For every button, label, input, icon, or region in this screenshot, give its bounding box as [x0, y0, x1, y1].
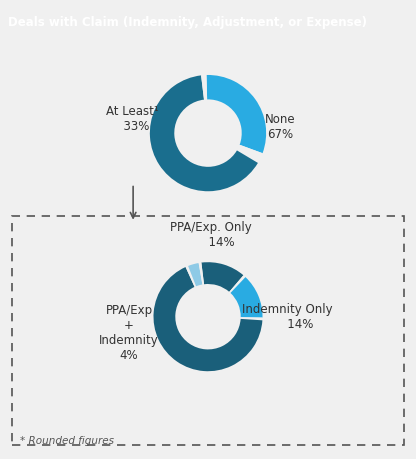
Text: None
67%: None 67% [265, 113, 296, 141]
Wedge shape [229, 275, 245, 293]
Text: PPA/Exp. Only
      14%: PPA/Exp. Only 14% [170, 221, 252, 249]
Text: * Rounded figures: * Rounded figures [20, 436, 114, 446]
Wedge shape [206, 75, 266, 153]
Text: Deals with Claim (Indemnity, Adjustment, or Expense): Deals with Claim (Indemnity, Adjustment,… [8, 17, 367, 29]
Wedge shape [201, 75, 207, 100]
Wedge shape [230, 277, 262, 318]
Wedge shape [186, 266, 196, 287]
Wedge shape [150, 75, 258, 191]
Text: Indemnity Only
       14%: Indemnity Only 14% [242, 302, 332, 331]
Wedge shape [154, 267, 262, 371]
Wedge shape [237, 145, 262, 163]
Wedge shape [199, 263, 204, 285]
Text: At Least¹
  33%: At Least¹ 33% [106, 105, 159, 133]
Wedge shape [201, 262, 243, 292]
Text: PPA/Exp
+
Indemnity
4%: PPA/Exp + Indemnity 4% [99, 304, 159, 362]
Wedge shape [240, 317, 262, 320]
Wedge shape [188, 263, 203, 286]
